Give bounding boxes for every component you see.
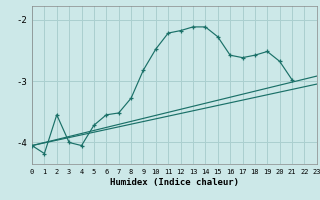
X-axis label: Humidex (Indice chaleur): Humidex (Indice chaleur) xyxy=(110,178,239,187)
